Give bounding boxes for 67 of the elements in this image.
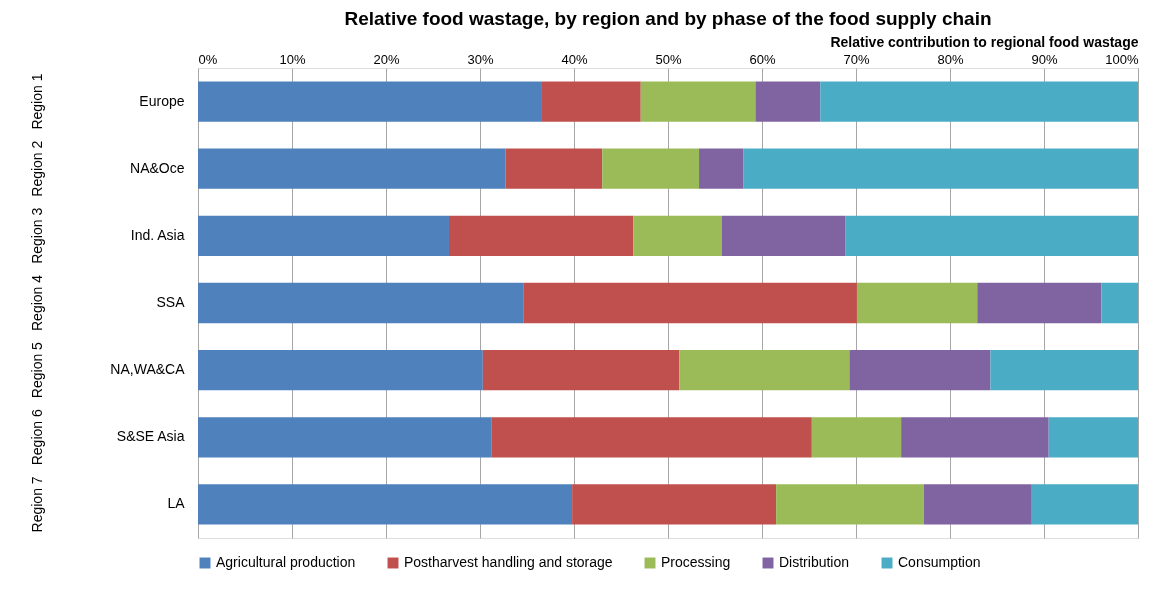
text: Region 2 <box>29 140 45 197</box>
text: Region 4 <box>29 274 45 332</box>
legend-label: Agricultural production <box>216 554 356 570</box>
bar <box>743 148 1138 189</box>
bar <box>679 350 850 391</box>
bar <box>572 484 777 525</box>
x-tick-label: 80% <box>937 51 964 67</box>
bar <box>198 484 573 525</box>
bar <box>640 81 756 122</box>
bar <box>849 350 991 391</box>
bar <box>198 81 542 122</box>
bar <box>721 215 846 256</box>
legend-label: Postharvest handling and storage <box>404 554 613 570</box>
chart-title: Relative food wastage, by region and by phase of the food supply chain <box>344 8 992 29</box>
text: Region 3 <box>29 207 45 264</box>
legend-label: Processing <box>661 554 731 570</box>
x-tick-label: 0% <box>198 51 218 67</box>
y-tick-label: S&SE Asia <box>116 428 185 445</box>
x-tick-label: 50% <box>655 51 682 67</box>
bar <box>977 282 1102 324</box>
bar <box>811 417 902 458</box>
bar <box>856 282 978 324</box>
bar <box>1031 484 1138 525</box>
bar <box>901 417 1049 458</box>
x-tick-label: 70% <box>843 51 870 67</box>
bar <box>990 350 1138 391</box>
bar <box>820 81 1138 122</box>
bar <box>491 417 812 458</box>
bar <box>755 81 821 122</box>
y-tick-label: Ind. Asia <box>130 226 185 243</box>
x-tick-label: 100% <box>1105 51 1139 67</box>
x-tick-label: 30% <box>467 51 494 67</box>
bar <box>1048 417 1138 458</box>
text: Region 6 <box>29 409 45 466</box>
bar <box>198 282 524 324</box>
bar <box>541 81 641 122</box>
bar <box>482 350 680 391</box>
text: Region 7 <box>29 476 45 533</box>
bar <box>505 148 603 189</box>
y-tick-label: NA&Oce <box>130 159 185 176</box>
legend-label: Consumption <box>898 554 981 570</box>
x-tick-label: 20% <box>373 51 400 67</box>
bar <box>699 148 744 189</box>
bar <box>523 282 857 324</box>
y-tick-label: SSA <box>156 294 186 310</box>
y-tick-label: NA,WA&CA <box>110 361 186 378</box>
text: Region 1 <box>29 73 45 130</box>
text: Region 5 <box>29 341 45 399</box>
y-tick-label: LA <box>167 495 186 512</box>
bar <box>923 484 1032 525</box>
x-axis-title: Relative contribution to regional food wastage <box>830 33 1139 50</box>
x-tick-label: 40% <box>561 51 588 67</box>
bar <box>1101 282 1138 324</box>
x-tick-label: 90% <box>1031 51 1058 67</box>
bar <box>602 148 700 189</box>
bar <box>845 215 1138 256</box>
legend-label: Distribution <box>779 554 850 570</box>
bar <box>198 148 506 189</box>
bar <box>633 215 722 256</box>
bar <box>198 215 449 256</box>
y-tick-label: Europe <box>139 92 185 109</box>
x-tick-label: 10% <box>279 51 306 67</box>
bar <box>448 215 634 256</box>
bar <box>198 350 483 391</box>
bar <box>776 484 924 525</box>
x-tick-label: 60% <box>749 51 776 67</box>
bar <box>198 417 492 458</box>
